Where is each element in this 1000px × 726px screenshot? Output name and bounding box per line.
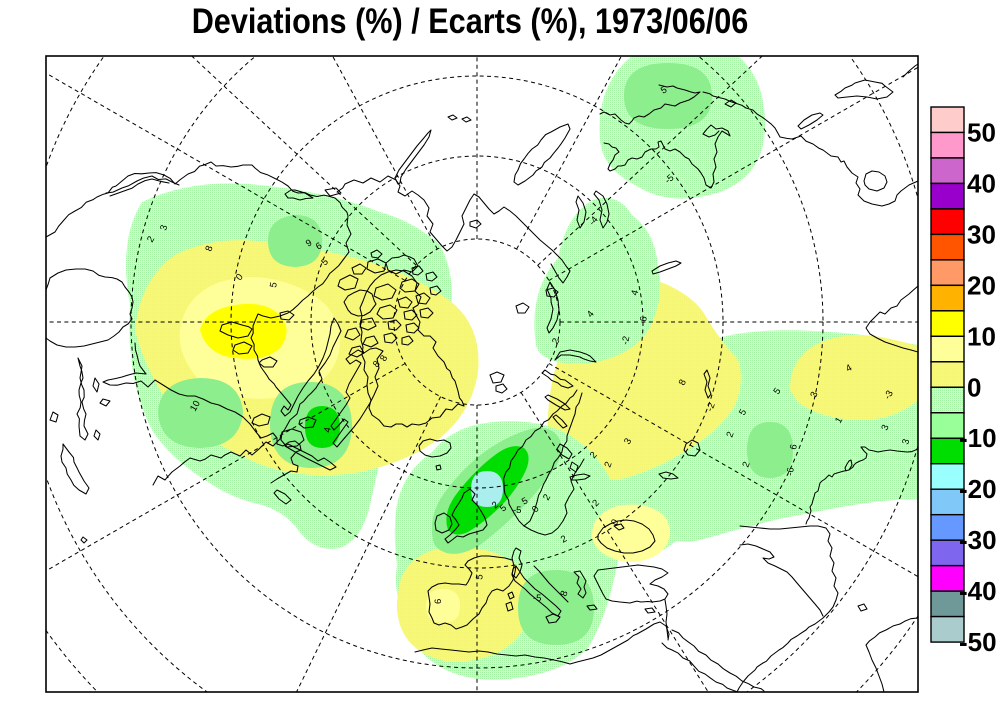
svg-text:2: 2: [550, 336, 562, 346]
svg-text:4: 4: [585, 309, 597, 320]
svg-text:3: 3: [808, 390, 820, 399]
svg-text:40: 40: [967, 168, 996, 198]
svg-text:4: 4: [629, 289, 641, 297]
svg-text:0: 0: [234, 272, 246, 283]
svg-text:-20: -20: [959, 474, 997, 504]
svg-text:4: 4: [844, 362, 854, 374]
svg-text:9: 9: [304, 237, 314, 249]
svg-text:6: 6: [433, 599, 444, 604]
svg-text:8: 8: [371, 359, 383, 370]
svg-text:8: 8: [558, 589, 570, 598]
svg-text:2: 2: [740, 460, 752, 469]
svg-text:3: 3: [879, 423, 891, 432]
svg-text:4: 4: [322, 426, 334, 433]
svg-text:0: 0: [609, 517, 621, 527]
svg-text:-50: -50: [959, 627, 997, 657]
svg-text:8: 8: [677, 378, 689, 387]
svg-text:6: 6: [638, 315, 650, 322]
svg-text:10: 10: [967, 321, 996, 351]
svg-text:-2: -2: [620, 335, 632, 345]
svg-text:1: 1: [833, 415, 845, 425]
svg-text:8: 8: [203, 244, 215, 253]
svg-text:5: 5: [319, 257, 331, 269]
svg-text:30: 30: [967, 219, 996, 249]
svg-text:8: 8: [378, 353, 390, 363]
svg-text:-2: -2: [704, 401, 717, 413]
svg-text:6: 6: [314, 240, 324, 252]
svg-text:-10: -10: [959, 423, 997, 453]
svg-text:2: 2: [541, 492, 553, 502]
svg-text:2: 2: [602, 460, 614, 469]
svg-text:20: 20: [967, 270, 996, 300]
svg-text:5: 5: [268, 281, 280, 288]
svg-text:3: 3: [622, 436, 634, 446]
svg-text:-30: -30: [959, 525, 997, 555]
svg-text:2: 2: [490, 499, 501, 511]
svg-text:3: 3: [158, 224, 170, 232]
svg-text:2: 2: [559, 533, 569, 545]
svg-text:5: 5: [520, 495, 530, 507]
svg-text:5: 5: [498, 502, 509, 514]
svg-text:-40: -40: [959, 576, 997, 606]
svg-text:3: 3: [900, 438, 912, 446]
svg-text:5: 5: [474, 573, 486, 580]
svg-text:2: 2: [590, 498, 602, 510]
svg-text:6: 6: [788, 443, 800, 450]
svg-text:5: 5: [659, 84, 669, 96]
svg-text:-6: -6: [785, 467, 797, 476]
svg-text:5: 5: [737, 407, 749, 417]
svg-text:10: 10: [188, 399, 203, 414]
svg-text:2: 2: [588, 450, 600, 461]
svg-text:2: 2: [724, 430, 736, 439]
svg-text:0: 0: [530, 504, 542, 515]
svg-text:-5: -5: [533, 593, 541, 604]
svg-text:-5: -5: [513, 505, 521, 516]
svg-text:0: 0: [967, 372, 981, 402]
svg-text:5: 5: [771, 386, 783, 397]
svg-text:2: 2: [145, 234, 157, 244]
svg-text:50: 50: [967, 118, 996, 148]
